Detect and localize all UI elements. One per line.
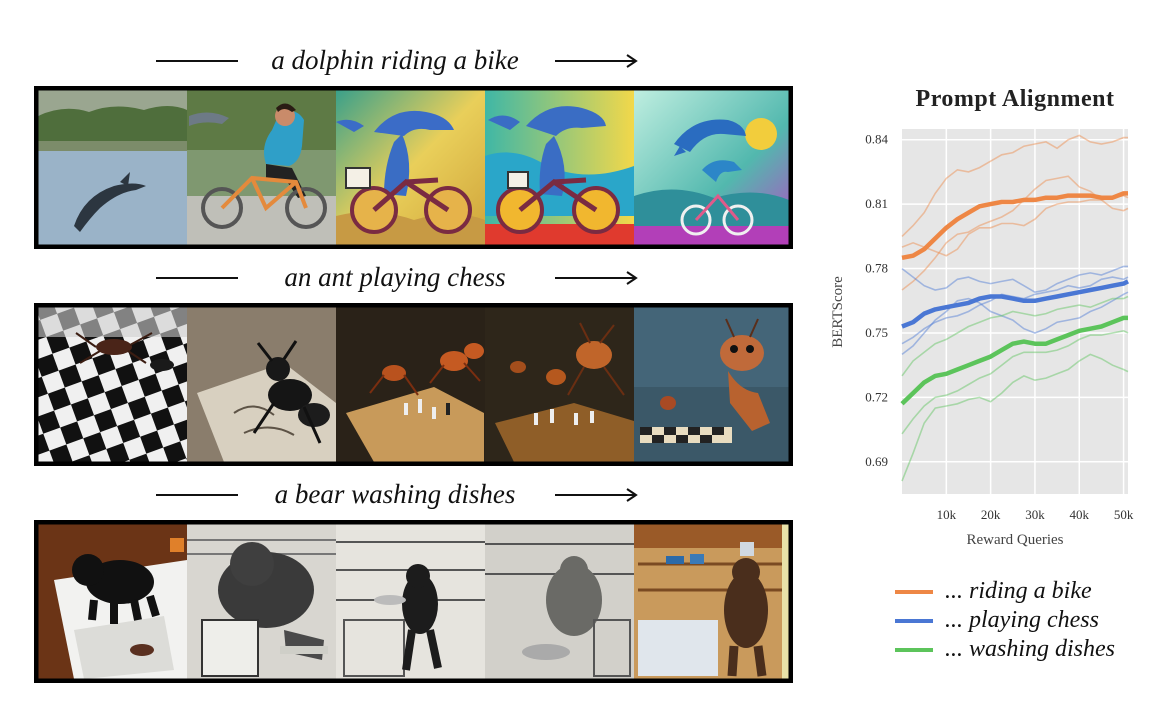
legend-item-dishes: ... washing dishes (895, 635, 1165, 664)
frame-4 (485, 524, 634, 679)
image-strip-bear (34, 520, 793, 683)
frame-1 (38, 524, 187, 679)
caption-ant: an ant playing chess (150, 257, 640, 297)
y-axis-label: BERTScore (830, 276, 846, 348)
legend-swatch-bike (895, 590, 933, 594)
frame-1 (38, 307, 187, 462)
x-tick-label: 50k (1114, 507, 1134, 522)
frame-4 (485, 90, 634, 245)
frame-2 (187, 307, 336, 462)
caption-text: a bear washing dishes (274, 479, 516, 509)
legend-label-bike: ... riding a bike (945, 578, 1092, 604)
series-run-line-0-2 (901, 194, 1129, 257)
series-mean-line-0 (901, 191, 1128, 261)
caption-text: an ant playing chess (284, 262, 506, 292)
series-mean-line-1 (901, 279, 1130, 329)
frame-5 (634, 90, 789, 245)
legend-item-bike: ... riding a bike (895, 577, 1165, 606)
series-mean-line-2 (900, 315, 1128, 406)
frame-5 (634, 307, 789, 462)
series-run-line-1-0 (901, 265, 1128, 294)
legend-label-dishes: ... washing dishes (945, 636, 1116, 662)
series-run-line-1-1 (901, 291, 1129, 356)
frame-2 (187, 90, 336, 245)
series-run-line-2-2 (901, 353, 1129, 482)
caption-text: a dolphin riding a bike (271, 45, 519, 75)
series-run-line-2-1 (901, 329, 1129, 435)
image-strip-dolphin (34, 86, 793, 249)
caption-dolphin: a dolphin riding a bike (150, 40, 640, 80)
frame-4 (485, 307, 634, 462)
frame-2 (187, 524, 336, 679)
y-tick-label: 0.75 (865, 325, 888, 340)
chart-title: Prompt Alignment (915, 86, 1115, 112)
frame-5 (634, 524, 789, 679)
y-tick-label: 0.69 (865, 454, 888, 469)
chart-legend: ... riding a bike ... playing chess ... … (895, 577, 1165, 664)
x-tick-label: 30k (1025, 507, 1045, 522)
x-tick-label: 40k (1070, 507, 1090, 522)
series-run-line-2-0 (901, 295, 1129, 377)
frame-1 (38, 90, 187, 245)
series-run-line-0-0 (901, 134, 1128, 237)
prompt-alignment-chart: 0.69 0.72 0.75 0.78 0.81 0.84 10k 20k 30k 40k 50k… (830, 129, 1134, 548)
y-tick-label: 0.81 (865, 196, 888, 211)
legend-swatch-chess (895, 619, 933, 623)
y-tick-label: 0.78 (865, 261, 888, 276)
frame-3 (336, 90, 485, 245)
frame-3 (336, 307, 485, 462)
legend-swatch-dishes (895, 648, 933, 652)
frame-3 (336, 524, 485, 679)
image-strip-ant (34, 303, 793, 466)
plot-area (902, 129, 1128, 494)
caption-bear: a bear washing dishes (150, 474, 640, 514)
x-axis-label: Reward Queries (966, 532, 1063, 548)
y-tick-label: 0.84 (865, 132, 888, 147)
x-tick-label: 20k (981, 507, 1001, 522)
caption-arrow-dolphin (156, 54, 638, 68)
caption-arrow-bear (156, 488, 638, 502)
legend-label-chess: ... playing chess (945, 607, 1099, 633)
y-tick-label: 0.72 (865, 389, 888, 404)
x-tick-label: 10k (937, 507, 957, 522)
caption-arrow-ant (156, 271, 638, 285)
legend-item-chess: ... playing chess (895, 606, 1165, 635)
